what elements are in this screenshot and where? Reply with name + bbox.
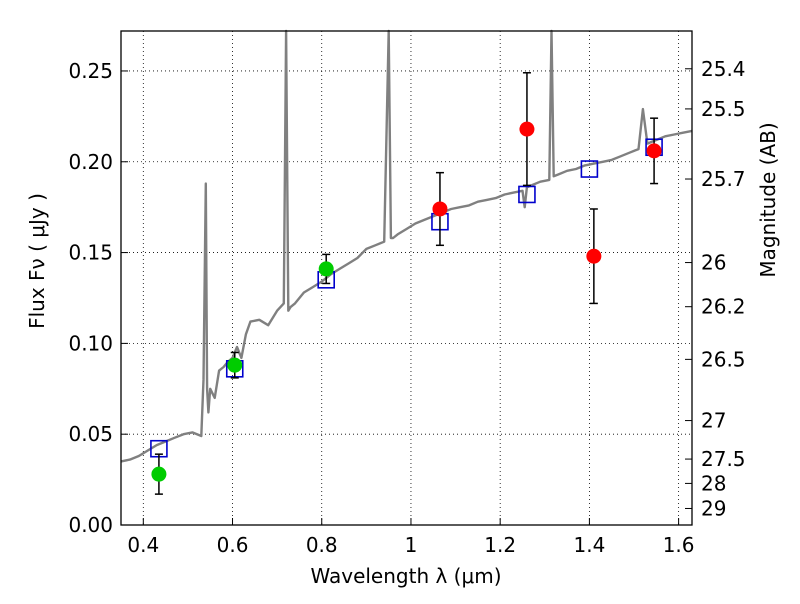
right-tick-label: 28 xyxy=(701,471,726,495)
data-layer xyxy=(120,29,693,495)
y-tick-label: 0.10 xyxy=(68,331,113,355)
x-tick-label: 1 xyxy=(405,533,418,557)
x-axis-label: Wavelength λ (μm) xyxy=(310,564,501,588)
right-tick-label: 25.7 xyxy=(701,167,746,191)
model-photometry-square xyxy=(518,185,536,204)
right-tick-label: 27.5 xyxy=(701,447,746,471)
x-tick-label: 1.2 xyxy=(484,533,516,557)
observed-flux-point xyxy=(432,201,448,217)
y-tick-label: 0.00 xyxy=(68,513,113,537)
x-tick-label: 1.6 xyxy=(663,533,695,557)
y-tick-label: 0.25 xyxy=(68,59,113,83)
axis-ticks: 0.4 0.6 0.8 1 1.2 1.4 1.6 0.00 0.05 0.10 0.15 0.20 0… xyxy=(68,57,745,557)
right-tick-label: 26.5 xyxy=(701,347,746,371)
x-tick-label: 0.4 xyxy=(127,533,159,557)
right-tick-label: 26.2 xyxy=(701,295,746,319)
observed-flux-point xyxy=(519,121,535,137)
observed-flux-point xyxy=(646,143,662,159)
y-tick-label: 0.15 xyxy=(68,241,113,265)
right-tick-label: 25.5 xyxy=(701,97,746,121)
observed-flux-point xyxy=(586,248,602,264)
y-tick-label: 0.05 xyxy=(68,422,113,446)
right-axis-label: Magnitude (AB) xyxy=(756,122,780,277)
right-tick-label: 27 xyxy=(701,409,726,433)
y-axis-label: Flux Fν ( μJy ) xyxy=(25,193,49,329)
observed-flux-point xyxy=(151,466,167,482)
y-tick-label: 0.20 xyxy=(68,150,113,174)
sed-model-line xyxy=(120,29,693,463)
observed-flux-point xyxy=(318,261,334,277)
plot-frame xyxy=(120,30,693,526)
x-tick-label: 0.8 xyxy=(306,533,338,557)
x-tick-label: 0.6 xyxy=(217,533,249,557)
observed-flux-point xyxy=(227,357,243,373)
right-tick-label: 29 xyxy=(701,496,726,520)
x-tick-label: 1.4 xyxy=(573,533,605,557)
model-photometry-square xyxy=(580,160,599,178)
right-tick-label: 25.4 xyxy=(701,57,746,81)
right-tick-label: 26 xyxy=(701,251,726,275)
